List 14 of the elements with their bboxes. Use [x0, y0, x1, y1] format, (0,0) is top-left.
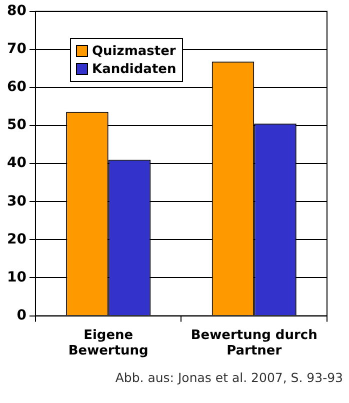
y-tick-label: 40 [7, 155, 27, 172]
legend-label: Quizmaster [91, 42, 176, 60]
y-tick-label: 0 [16, 307, 27, 324]
y-tick-label: 60 [7, 79, 27, 96]
x-tick-label: Eigene Bewertung [68, 328, 148, 359]
y-tick-label: 80 [7, 3, 27, 20]
x-tick-label: Bewertung durch Partner [190, 328, 318, 359]
y-tick-label: 50 [7, 117, 27, 134]
y-tick-label: 20 [7, 231, 27, 248]
text: Abb. aus: Jonas et al. 2007, S. 93-93 [114, 370, 344, 385]
y-tick-label: 70 [7, 41, 27, 58]
legend-label: Kandidaten [91, 60, 176, 78]
y-tick-label: 10 [7, 269, 27, 286]
y-tick-label: 30 [7, 193, 27, 210]
